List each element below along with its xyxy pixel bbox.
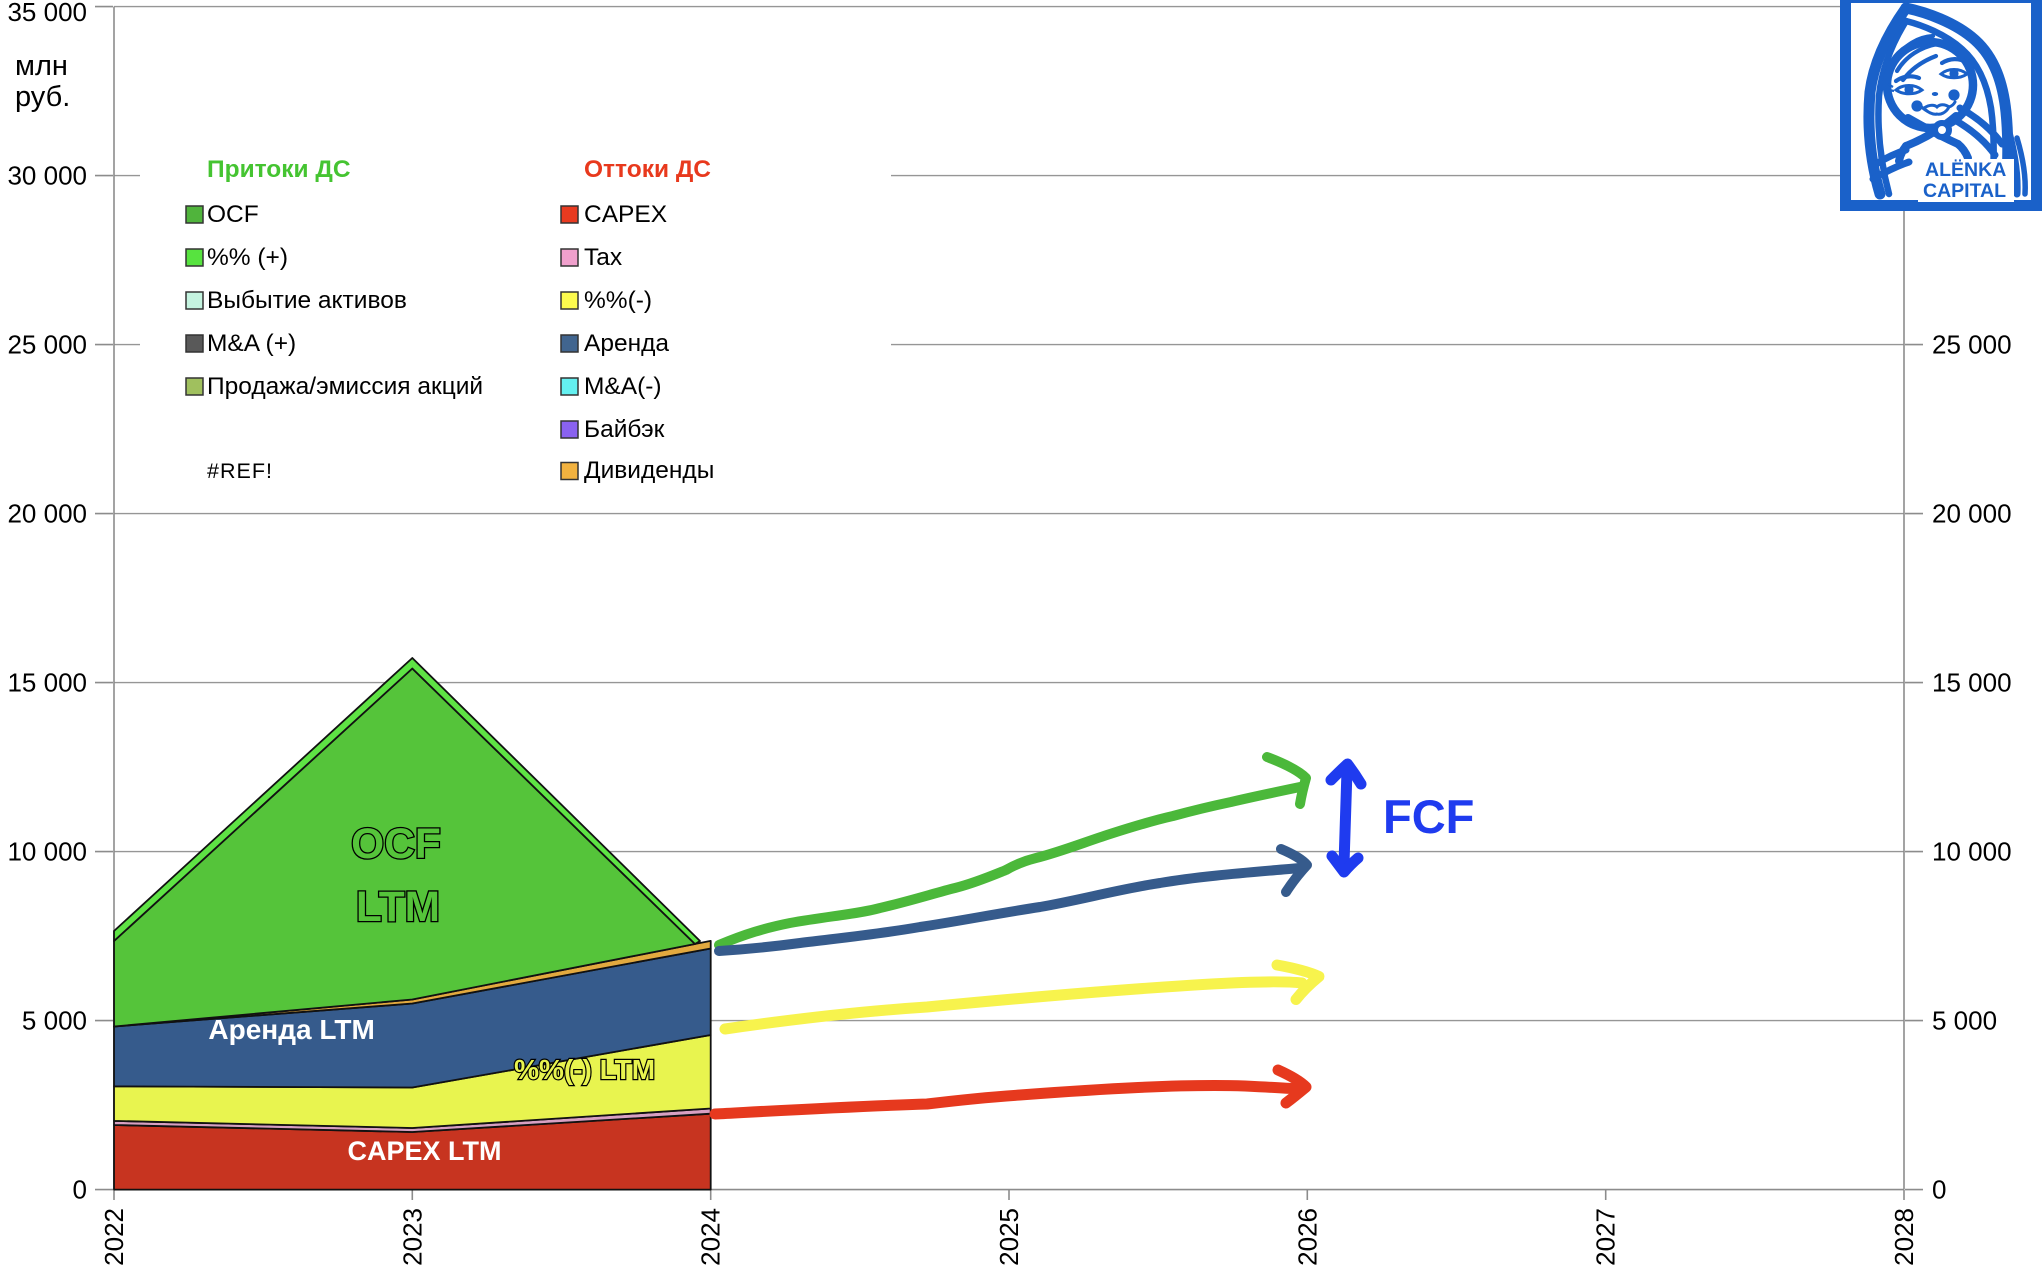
svg-text:LTM: LTM <box>356 884 440 931</box>
svg-text:0: 0 <box>1932 1175 1946 1205</box>
svg-text:OCF: OCF <box>207 201 259 228</box>
svg-text:2025: 2025 <box>994 1208 1024 1266</box>
svg-text:15 000: 15 000 <box>7 668 87 698</box>
svg-text:M&A (+): M&A (+) <box>207 330 296 357</box>
svg-text:5 000: 5 000 <box>1932 1006 1997 1036</box>
svg-text:25 000: 25 000 <box>7 330 87 360</box>
svg-text:млн: млн <box>15 50 68 82</box>
svg-text:5 000: 5 000 <box>22 1006 87 1036</box>
svg-text:0: 0 <box>73 1175 87 1205</box>
svg-text:CAPEX LTM: CAPEX LTM <box>348 1136 502 1166</box>
svg-text:CAPEX: CAPEX <box>584 201 667 228</box>
svg-text:M&A(-): M&A(-) <box>584 373 662 400</box>
svg-text:2024: 2024 <box>696 1208 726 1266</box>
svg-text:2028: 2028 <box>1889 1208 1919 1266</box>
svg-text:%%(-) LTM: %%(-) LTM <box>514 1054 655 1085</box>
svg-text:Tax: Tax <box>584 244 622 271</box>
svg-text:15 000: 15 000 <box>1932 668 2012 698</box>
svg-text:20 000: 20 000 <box>1932 499 2012 529</box>
svg-text:CAPITAL: CAPITAL <box>1923 180 2006 202</box>
svg-text:%% (+): %% (+) <box>207 244 288 271</box>
svg-text:Продажа/эмиссия акций: Продажа/эмиссия акций <box>207 373 483 400</box>
svg-text:25 000: 25 000 <box>1932 330 2012 360</box>
svg-text:Байбэк: Байбэк <box>584 416 665 443</box>
svg-text:Выбытие активов: Выбытие активов <box>207 287 407 314</box>
svg-text:ALЁNKA: ALЁNKA <box>1925 158 2006 181</box>
svg-text:FCF: FCF <box>1383 790 1474 843</box>
svg-text:Аренда: Аренда <box>584 330 669 357</box>
svg-text:Аренда LTM: Аренда LTM <box>208 1014 374 1045</box>
svg-text:2023: 2023 <box>397 1208 427 1266</box>
svg-text:Притоки ДС: Притоки ДС <box>207 156 351 183</box>
svg-text:35 000: 35 000 <box>7 0 87 27</box>
svg-text:2027: 2027 <box>1591 1208 1621 1266</box>
svg-text:Оттоки ДС: Оттоки ДС <box>584 156 711 183</box>
svg-text:#REF!: #REF! <box>207 459 273 483</box>
svg-text:%%(-): %%(-) <box>584 287 652 314</box>
svg-text:OCF: OCF <box>351 821 441 868</box>
svg-text:руб.: руб. <box>15 81 70 113</box>
svg-text:Дивиденды: Дивиденды <box>584 457 714 484</box>
svg-text:10 000: 10 000 <box>1932 837 2012 867</box>
svg-text:2022: 2022 <box>99 1208 129 1266</box>
svg-text:10 000: 10 000 <box>7 837 87 867</box>
svg-text:30 000: 30 000 <box>7 161 87 191</box>
svg-text:2026: 2026 <box>1292 1208 1322 1266</box>
svg-text:20 000: 20 000 <box>7 499 87 529</box>
